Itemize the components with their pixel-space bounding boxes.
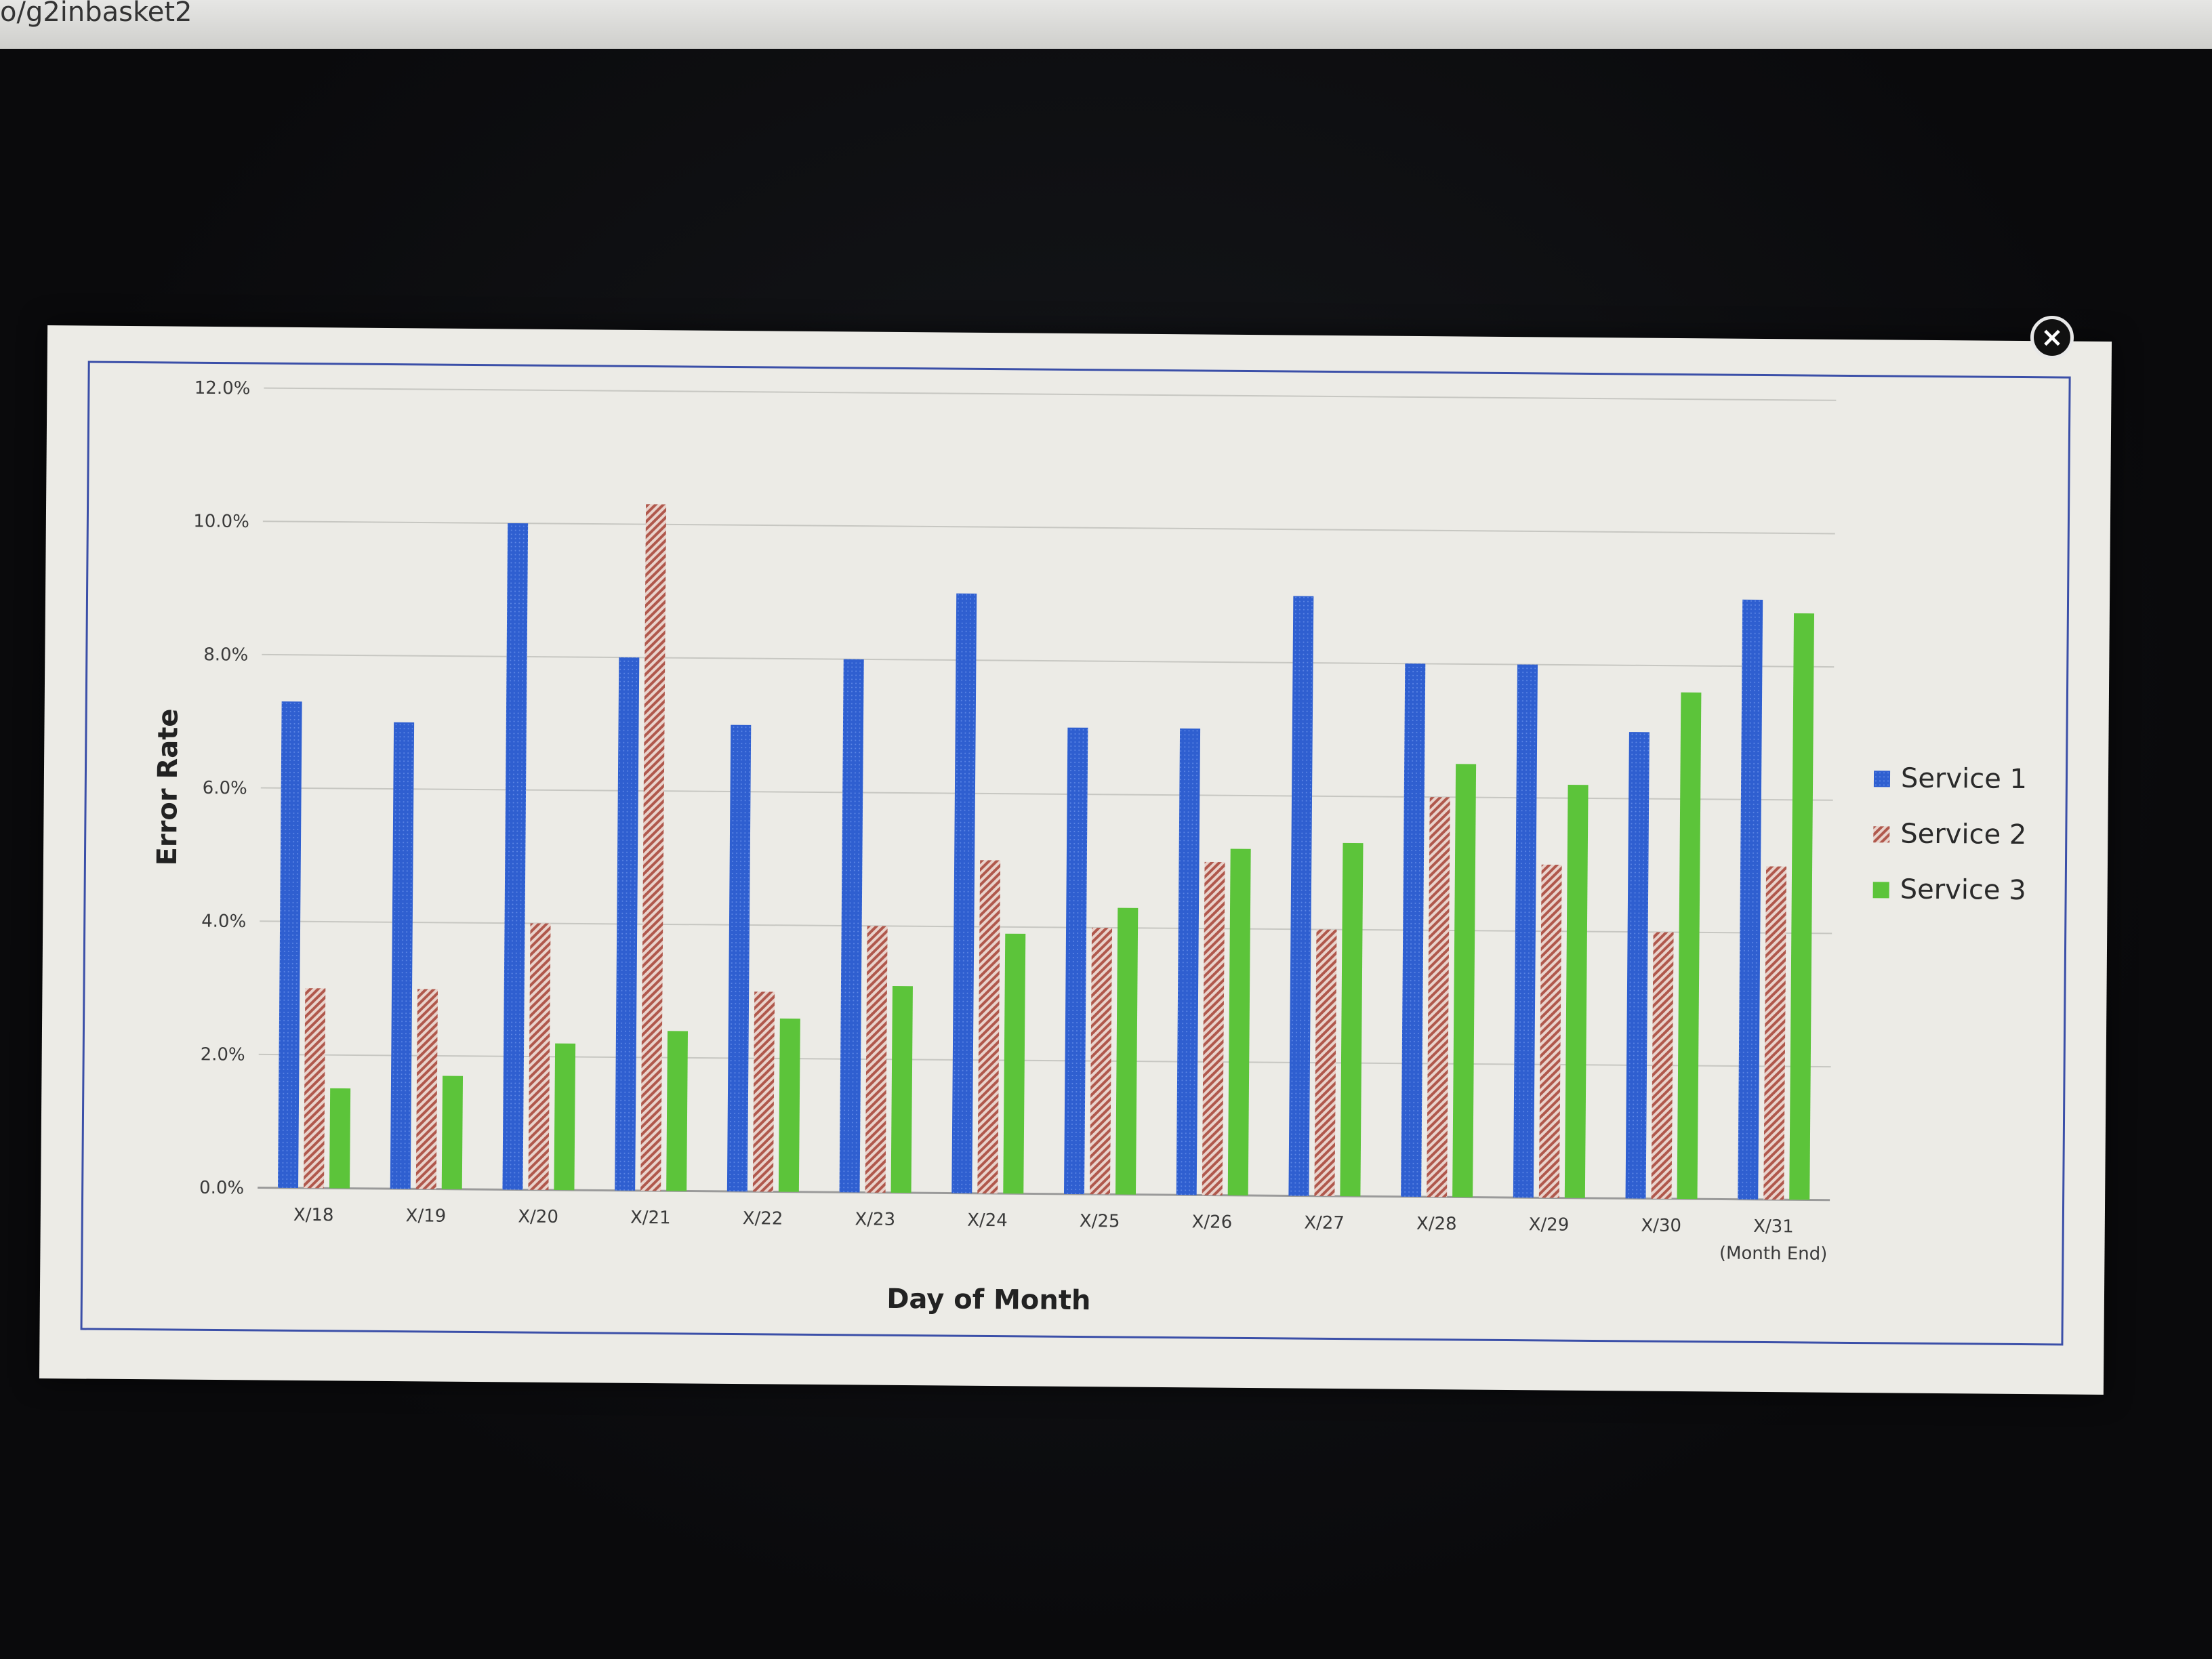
gridline <box>262 520 1835 535</box>
y-tick-label: 4.0% <box>201 912 246 933</box>
service-3-bar <box>441 1076 464 1189</box>
browser-address-strip: o/g2inbasket2 <box>0 0 2212 49</box>
x-axis-title: Day of Month <box>886 1284 1090 1316</box>
service-3-bar <box>1452 764 1477 1197</box>
legend-service-1-swatch <box>1873 771 1891 787</box>
service-2-bar <box>415 989 438 1189</box>
chart-legend: Service 1 Service 2 Service 3 <box>1872 763 2027 906</box>
gridline <box>258 1187 1830 1202</box>
x-tick-label: X/22 <box>743 1208 783 1229</box>
url-text: o/g2inbasket2 <box>0 0 192 28</box>
service-2-bar <box>1427 797 1450 1197</box>
error-rate-chart: 0.0% 2.0% 4.0% 6.0% 8.0% 10.0% 12.0% X/18 X/19 X/… <box>152 378 2027 1316</box>
x-tick-label: X/28 <box>1416 1214 1457 1234</box>
service-2-bar <box>865 926 888 1193</box>
y-tick-label: 12.0% <box>194 378 251 399</box>
y-tick-label: 2.0% <box>201 1044 245 1065</box>
service-3-bar <box>666 1031 688 1191</box>
legend-service-2-swatch <box>1873 826 1890 843</box>
service-3-bar <box>890 986 913 1193</box>
service-1-bar <box>1625 732 1650 1199</box>
legend-service-2-label: Service 2 <box>1900 819 2026 851</box>
service-3-bar <box>1789 613 1815 1200</box>
service-2-bar <box>640 504 667 1191</box>
service-1-bar <box>278 701 302 1189</box>
service-1-bar <box>502 523 529 1190</box>
close-icon: × <box>2041 322 2064 353</box>
close-button[interactable]: × <box>2030 316 2074 359</box>
gridline <box>260 920 1832 935</box>
x-tick-label: X/29 <box>1529 1214 1570 1235</box>
service-1-bar <box>1401 663 1426 1197</box>
gridline <box>260 787 1833 801</box>
service-2-bar <box>1089 927 1113 1195</box>
x-tick-label: X/19 <box>405 1206 446 1226</box>
gridline <box>258 1053 1831 1068</box>
x-tick-label: X/25 <box>1080 1211 1120 1231</box>
x-tick-label: X/27 <box>1304 1213 1345 1233</box>
service-2-bar <box>304 988 326 1189</box>
y-tick-label: 8.0% <box>203 644 248 665</box>
x-tick-label: X/18 <box>293 1205 334 1225</box>
service-2-bar <box>1651 932 1674 1199</box>
y-tick-label: 0.0% <box>199 1178 244 1199</box>
service-3-bar <box>1677 692 1702 1200</box>
service-3-bar <box>1115 907 1139 1195</box>
x-tick-label: X/21 <box>630 1208 671 1228</box>
chart-modal: 0.0% 2.0% 4.0% 6.0% 8.0% 10.0% 12.0% X/18 X/19 X/… <box>39 325 2112 1395</box>
legend-service-1-label: Service 1 <box>1901 763 2027 795</box>
legend-service-3-swatch <box>1872 882 1889 899</box>
x-tick-label: X/20 <box>518 1207 558 1227</box>
service-2-bar <box>1202 861 1225 1195</box>
service-1-bar <box>1288 596 1314 1196</box>
service-3-bar <box>1564 785 1589 1198</box>
service-2-bar <box>1763 866 1787 1200</box>
x-tick-label: X/26 <box>1191 1212 1232 1232</box>
y-tick-label: 6.0% <box>203 778 247 799</box>
service-1-bar <box>390 722 415 1189</box>
service-1-bar <box>1063 727 1088 1195</box>
gridline <box>264 387 1837 401</box>
x-tick-sublabel: (Month End) <box>1719 1243 1828 1264</box>
legend-service-3-label: Service 3 <box>1900 874 2026 906</box>
service-2-bar <box>752 991 775 1192</box>
service-1-bar <box>951 593 977 1193</box>
y-axis-title: Error Rate <box>152 708 184 865</box>
service-2-bar <box>1314 929 1337 1197</box>
service-3-bar <box>554 1043 576 1191</box>
service-1-bar <box>839 659 864 1193</box>
service-1-bar <box>1738 599 1763 1200</box>
service-3-bar <box>1003 933 1026 1194</box>
service-2-bar <box>977 860 1001 1194</box>
service-2-bar <box>528 923 551 1190</box>
x-tick-label: X/31 <box>1753 1216 1794 1237</box>
x-tick-label: X/23 <box>855 1209 895 1229</box>
y-tick-label: 10.0% <box>193 511 249 532</box>
service-1-bar <box>615 657 640 1191</box>
service-1-bar <box>1176 728 1201 1195</box>
service-1-bar <box>1513 664 1538 1198</box>
service-3-bar <box>1227 848 1251 1196</box>
x-tick-label: X/24 <box>967 1210 1008 1231</box>
service-3-bar <box>778 1018 800 1192</box>
service-3-bar <box>329 1088 351 1189</box>
gridline <box>262 653 1835 668</box>
x-tick-label: X/30 <box>1641 1216 1681 1236</box>
service-2-bar <box>1538 864 1562 1198</box>
service-1-bar <box>726 724 752 1192</box>
service-3-bar <box>1340 842 1364 1197</box>
